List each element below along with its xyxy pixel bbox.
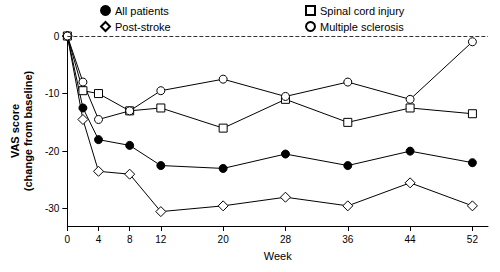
svg-text:All patients: All patients: [115, 5, 169, 17]
svg-text:20: 20: [218, 234, 230, 245]
svg-text:-30: -30: [45, 203, 60, 214]
svg-text:VAS score: VAS score: [9, 104, 21, 158]
svg-text:Spinal cord injury: Spinal cord injury: [320, 5, 405, 17]
svg-text:12: 12: [155, 234, 167, 245]
svg-text:4: 4: [96, 234, 102, 245]
svg-text:28: 28: [280, 234, 292, 245]
svg-text:0: 0: [54, 31, 60, 42]
svg-text:36: 36: [342, 234, 354, 245]
svg-text:Multiple sclerosis: Multiple sclerosis: [320, 21, 404, 33]
svg-text:8: 8: [127, 234, 133, 245]
svg-text:-10: -10: [45, 88, 60, 99]
svg-text:-20: -20: [45, 146, 60, 157]
svg-text:52: 52: [467, 234, 479, 245]
svg-text:Week: Week: [264, 250, 292, 262]
svg-text:(change from baseline): (change from baseline): [22, 70, 34, 191]
svg-text:Post-stroke: Post-stroke: [115, 21, 171, 33]
svg-text:44: 44: [405, 234, 417, 245]
svg-text:0: 0: [65, 234, 71, 245]
